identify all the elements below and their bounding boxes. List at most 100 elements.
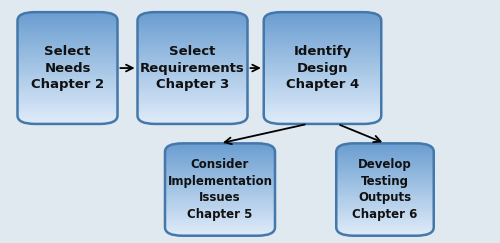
Bar [18,111,117,113]
Bar [18,18,117,19]
Bar [336,231,434,232]
Bar [165,207,275,208]
Bar [336,206,434,207]
Bar [336,230,434,231]
Bar [264,64,382,65]
Bar [138,107,248,109]
Bar [165,216,275,217]
Bar [138,103,248,104]
Bar [138,64,248,65]
Bar [264,54,382,55]
FancyBboxPatch shape [138,12,248,124]
Bar [264,82,382,83]
Bar [18,51,117,53]
Bar [264,121,382,122]
Bar [18,29,117,30]
Bar [138,97,248,99]
Bar [336,147,434,148]
Bar [138,35,248,36]
Bar [264,57,382,58]
Bar [264,68,382,69]
Bar [18,81,117,82]
Bar [138,22,248,23]
Bar [18,96,117,97]
Bar [165,194,275,195]
Bar [165,150,275,151]
Bar [18,103,117,104]
Bar [165,143,275,145]
Text: Identify
Design
Chapter 4: Identify Design Chapter 4 [286,45,359,91]
Bar [336,168,434,169]
Bar [138,30,248,32]
Bar [165,222,275,223]
Bar [165,174,275,176]
Bar [336,185,434,186]
Bar [18,50,117,51]
Bar [138,12,248,14]
Bar [138,32,248,33]
Bar [138,19,248,21]
Bar [138,72,248,74]
Bar [264,74,382,75]
Bar [264,46,382,47]
Bar [264,55,382,57]
Bar [138,120,248,121]
Bar [264,103,382,104]
Bar [336,208,434,209]
Bar [336,155,434,156]
Bar [138,65,248,67]
Bar [264,62,382,64]
Bar [18,39,117,40]
Bar [165,206,275,207]
Bar [336,210,434,211]
Bar [138,106,248,107]
Bar [18,93,117,95]
Bar [336,209,434,210]
Bar [264,61,382,62]
Bar [18,14,117,15]
Bar [165,214,275,215]
Bar [18,100,117,102]
Bar [165,147,275,148]
Bar [18,26,117,27]
Bar [165,201,275,202]
Bar [165,149,275,150]
Bar [138,104,248,106]
Bar [18,25,117,26]
Bar [138,95,248,96]
Bar [18,47,117,49]
Bar [165,163,275,164]
Bar [336,157,434,158]
Bar [138,57,248,58]
Bar [165,210,275,211]
Bar [18,42,117,43]
Bar [18,118,117,120]
Bar [138,60,248,61]
Bar [138,67,248,68]
Bar [336,214,434,215]
Bar [18,48,117,50]
Bar [264,75,382,76]
Bar [165,196,275,198]
Bar [138,29,248,30]
Bar [138,71,248,72]
Bar [336,215,434,216]
Bar [138,113,248,114]
Bar [336,158,434,159]
Bar [264,43,382,44]
Bar [18,15,117,16]
Bar [18,106,117,107]
Bar [18,113,117,114]
Bar [264,65,382,67]
Bar [138,42,248,43]
Bar [165,220,275,221]
Bar [18,107,117,109]
Bar [165,233,275,234]
Bar [264,42,382,43]
Bar [264,22,382,23]
Bar [138,92,248,93]
Bar [18,12,117,14]
Bar [138,78,248,79]
Bar [138,82,248,83]
Bar [138,85,248,86]
